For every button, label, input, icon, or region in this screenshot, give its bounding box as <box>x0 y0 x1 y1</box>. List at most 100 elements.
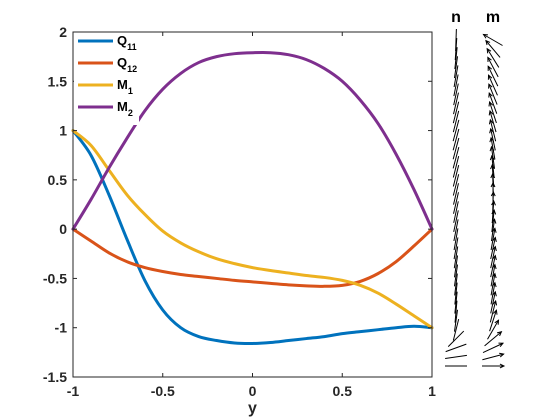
director-m-arrow <box>490 245 497 269</box>
series-line-q12 <box>71 227 434 288</box>
director-m-arrow <box>490 272 497 296</box>
legend-entry-name: M <box>117 99 128 114</box>
director-m-arrow <box>490 290 497 314</box>
legend-entry-subscript: 2 <box>128 108 133 118</box>
legend-entry: Q12 <box>117 55 137 74</box>
director-n-segment <box>452 146 460 169</box>
director-m-arrow <box>489 309 498 332</box>
director-m-arrow <box>482 352 505 361</box>
director-m-arrow <box>490 254 497 278</box>
y-tick-label: -1 <box>55 320 68 336</box>
y-tick-label: -0.5 <box>43 270 67 286</box>
director-n-segment <box>453 74 459 97</box>
y-tick-label: 2 <box>59 24 67 40</box>
director-m-arrow <box>488 83 498 105</box>
director-m-arrow <box>487 56 499 78</box>
director-n-segment <box>454 282 458 305</box>
director-n-segment <box>453 192 459 214</box>
director-m-arrow <box>488 109 497 133</box>
director-m-arrow <box>490 218 497 242</box>
legend-entry: M1 <box>117 77 133 96</box>
director-m-arrow <box>490 263 497 287</box>
director-n-segment <box>453 246 459 269</box>
director-m-arrow <box>489 299 498 323</box>
ticks-layer: -1 -0.5 0 0.5 1-1.5-1-0.500.511.52 <box>43 24 436 399</box>
x-tick-label: -1 <box>67 383 80 399</box>
legend-entry-name: M <box>117 77 128 92</box>
director-m-arrow <box>488 100 497 124</box>
director-m-arrow <box>490 281 497 305</box>
director-n-segment <box>453 228 459 251</box>
series-line-m1 <box>71 129 434 330</box>
y-tick-label: -1.5 <box>43 369 67 385</box>
director-m-arrow <box>490 227 497 251</box>
director-m-arrow <box>485 39 501 58</box>
director-n-segment <box>452 155 460 178</box>
series-layer <box>71 51 434 346</box>
director-field: n m <box>445 9 506 369</box>
legend-box <box>74 33 139 125</box>
y-tick-label: 0 <box>59 221 67 237</box>
director-n-segment <box>452 101 460 124</box>
director-n-segment <box>454 300 458 323</box>
director-n-segment <box>452 318 460 341</box>
director-m-arrow <box>488 91 498 114</box>
director-n-segment <box>453 219 459 242</box>
director-title-n: n <box>451 9 461 26</box>
director-m-arrow <box>482 342 505 353</box>
x-tick-label: 1 <box>428 383 436 399</box>
director-m-arrow <box>487 319 500 340</box>
director-n-segment <box>454 38 458 61</box>
director-m-arrow <box>487 65 499 87</box>
x-tick-label: 0 <box>249 383 257 399</box>
director-n-segment <box>445 343 467 353</box>
x-axis-label: y <box>248 400 257 417</box>
director-n-segment <box>445 354 467 359</box>
y-tick-label: 1 <box>59 123 67 139</box>
series-line-q11 <box>71 129 434 346</box>
x-tick-label: -0.5 <box>151 383 175 399</box>
director-n-segment <box>447 330 465 347</box>
director-n-segment <box>454 291 458 314</box>
legend-entry-subscript: 1 <box>128 86 133 96</box>
legend-entry: Q11 <box>117 33 137 52</box>
director-n-segment <box>453 237 459 260</box>
director-n-segment <box>453 92 459 115</box>
director-n-segment <box>453 83 459 106</box>
director-n-segment <box>452 110 460 133</box>
legend-entry-name: Q <box>117 33 127 48</box>
director-m-arrow <box>482 33 503 46</box>
director-n-segment <box>453 255 459 278</box>
legend-entry-subscript: 12 <box>127 64 137 74</box>
director-m-arrow <box>488 118 497 142</box>
director-title-m: m <box>486 9 500 26</box>
legend-entry: M2 <box>117 99 133 118</box>
director-n-segment <box>454 273 458 296</box>
director-n-segment <box>452 128 460 151</box>
director-m-arrow <box>486 47 500 68</box>
y-tick-label: 0.5 <box>48 172 68 188</box>
director-n-segment <box>453 264 459 287</box>
director-m-arrow <box>482 363 506 369</box>
legend-entry-name: Q <box>117 55 127 70</box>
director-n-segment <box>453 201 459 223</box>
x-tick-label: 0.5 <box>333 383 353 399</box>
director-n-segment <box>453 56 459 79</box>
director-m-arrow <box>490 236 497 260</box>
legend-entry-subscript: 11 <box>127 42 137 52</box>
director-n-segment <box>453 65 459 88</box>
y-tick-label: 1.5 <box>48 73 68 89</box>
director-n-segment <box>452 137 460 160</box>
director-m-arrow <box>487 74 498 96</box>
series-line-m2 <box>71 51 434 231</box>
director-n-segment <box>453 183 459 205</box>
director-m-arrow <box>484 331 503 347</box>
director-n-segment <box>454 47 458 70</box>
director-n-segment <box>452 119 460 142</box>
director-n-segment <box>452 165 460 187</box>
director-n-segment <box>453 309 459 332</box>
director-n-segment <box>452 174 460 196</box>
director-m-arrow <box>489 127 496 151</box>
